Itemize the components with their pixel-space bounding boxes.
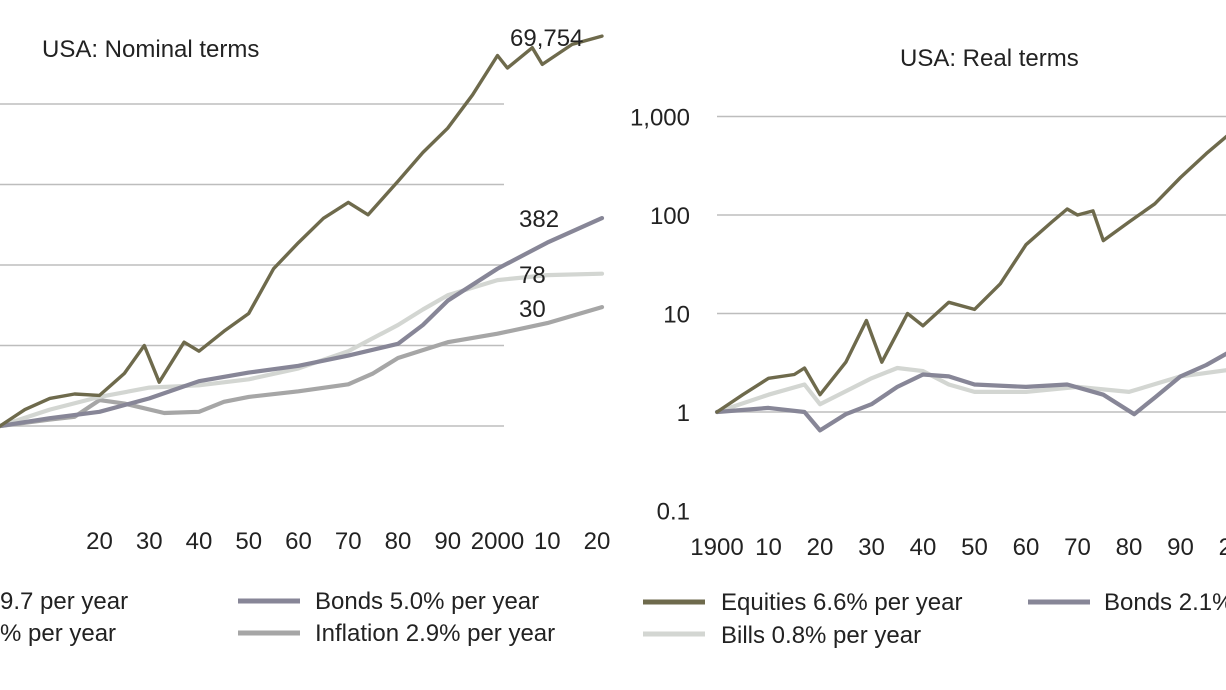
nominal-end-labels: 69,754 382 78 30 [510, 25, 583, 323]
nominal-equities-line [0, 34, 604, 428]
nominal-series [0, 34, 605, 429]
nominal-gridlines [0, 103, 504, 427]
real-x-tick-label: 50 [961, 534, 988, 561]
real-panel: USA: Real terms 1,000 100 10 1 0.1 1900 10 20 3… [630, 45, 1226, 561]
real-y-tick-label: 1 [677, 400, 690, 427]
nominal-end-label-bonds: 382 [519, 206, 559, 233]
real-x-tick-label: 20 [1219, 534, 1226, 561]
legend-label-nominal-bonds: Bonds 5.0% per year [315, 588, 539, 615]
legend-item-nominal-bills: % per year [0, 620, 116, 647]
nominal-inflation-line [0, 305, 605, 429]
real-x-tick-label: 20 [807, 534, 834, 561]
real-equities-line [715, 134, 1226, 414]
real-y-tick-label: 10 [663, 302, 690, 329]
real-x-tick-label: 90 [1167, 534, 1194, 561]
real-x-tick-label: 10 [755, 534, 782, 561]
nominal-x-tick-label: 10 [534, 528, 561, 555]
real-x-tick-label: 30 [858, 534, 885, 561]
nominal-x-tick-label: 20 [584, 528, 611, 555]
nominal-bonds-line [0, 216, 605, 429]
real-y-tick-label: 1,000 [630, 105, 690, 132]
nominal-title: USA: Nominal terms [42, 36, 259, 63]
nominal-x-tick-label: 2000 [471, 528, 524, 555]
legend-label-nominal-equities: 9.7 per year [0, 588, 128, 615]
legend: 9.7 per year % per year Bonds 5.0% per y… [0, 588, 1226, 649]
nominal-end-label-equities: 69,754 [510, 25, 583, 52]
real-gridlines [717, 115, 1226, 413]
real-x-tick-label: 70 [1064, 534, 1091, 561]
nominal-x-tick-label: 20 [86, 528, 113, 555]
legend-label-real-bonds: Bonds 2.1% [1104, 589, 1226, 616]
real-y-tick-label: 100 [650, 203, 690, 230]
real-bonds-line [714, 351, 1226, 433]
real-title: USA: Real terms [900, 45, 1079, 72]
legend-label-real-equities: Equities 6.6% per year [721, 589, 962, 616]
real-y-ticks: 1,000 100 10 1 0.1 [630, 105, 690, 526]
legend-label-real-bills: Bills 0.8% per year [721, 622, 921, 649]
legend-label-nominal-bills: % per year [0, 620, 116, 647]
nominal-x-tick-label: 50 [235, 528, 262, 555]
real-series [714, 134, 1226, 433]
legend-item-real-bonds: Bonds 2.1% [1028, 589, 1226, 616]
legend-item-nominal-inflation: Inflation 2.9% per year [238, 620, 555, 647]
real-bills-line [714, 365, 1226, 415]
real-x-tick-label: 80 [1116, 534, 1143, 561]
real-x-tick-label: 60 [1013, 534, 1040, 561]
legend-item-nominal-equities: 9.7 per year [0, 588, 128, 615]
legend-item-real-bills: Bills 0.8% per year [643, 622, 921, 649]
nominal-bills-line [0, 271, 605, 429]
real-x-tick-label: 40 [910, 534, 937, 561]
nominal-end-label-bills: 78 [519, 262, 546, 289]
nominal-x-tick-label: 60 [285, 528, 312, 555]
legend-label-nominal-inflation: Inflation 2.9% per year [315, 620, 555, 647]
nominal-end-label-inflation: 30 [519, 296, 546, 323]
real-x-ticks: 1900 10 20 30 40 50 60 70 80 90 20 [690, 534, 1226, 561]
nominal-x-ticks: 20 30 40 50 60 70 80 90 2000 10 20 [86, 528, 610, 555]
legend-item-nominal-bonds: Bonds 5.0% per year [238, 588, 539, 615]
real-y-tick-label: 0.1 [657, 499, 690, 526]
nominal-x-tick-label: 40 [186, 528, 213, 555]
real-x-tick-label: 1900 [690, 534, 743, 561]
nominal-x-tick-label: 90 [434, 528, 461, 555]
nominal-panel: USA: Nominal terms 20 30 40 50 60 70 80 90 2000 1… [0, 25, 610, 555]
legend-item-real-equities: Equities 6.6% per year [643, 589, 962, 616]
nominal-x-tick-label: 70 [335, 528, 362, 555]
nominal-x-tick-label: 30 [136, 528, 163, 555]
nominal-x-tick-label: 80 [385, 528, 412, 555]
